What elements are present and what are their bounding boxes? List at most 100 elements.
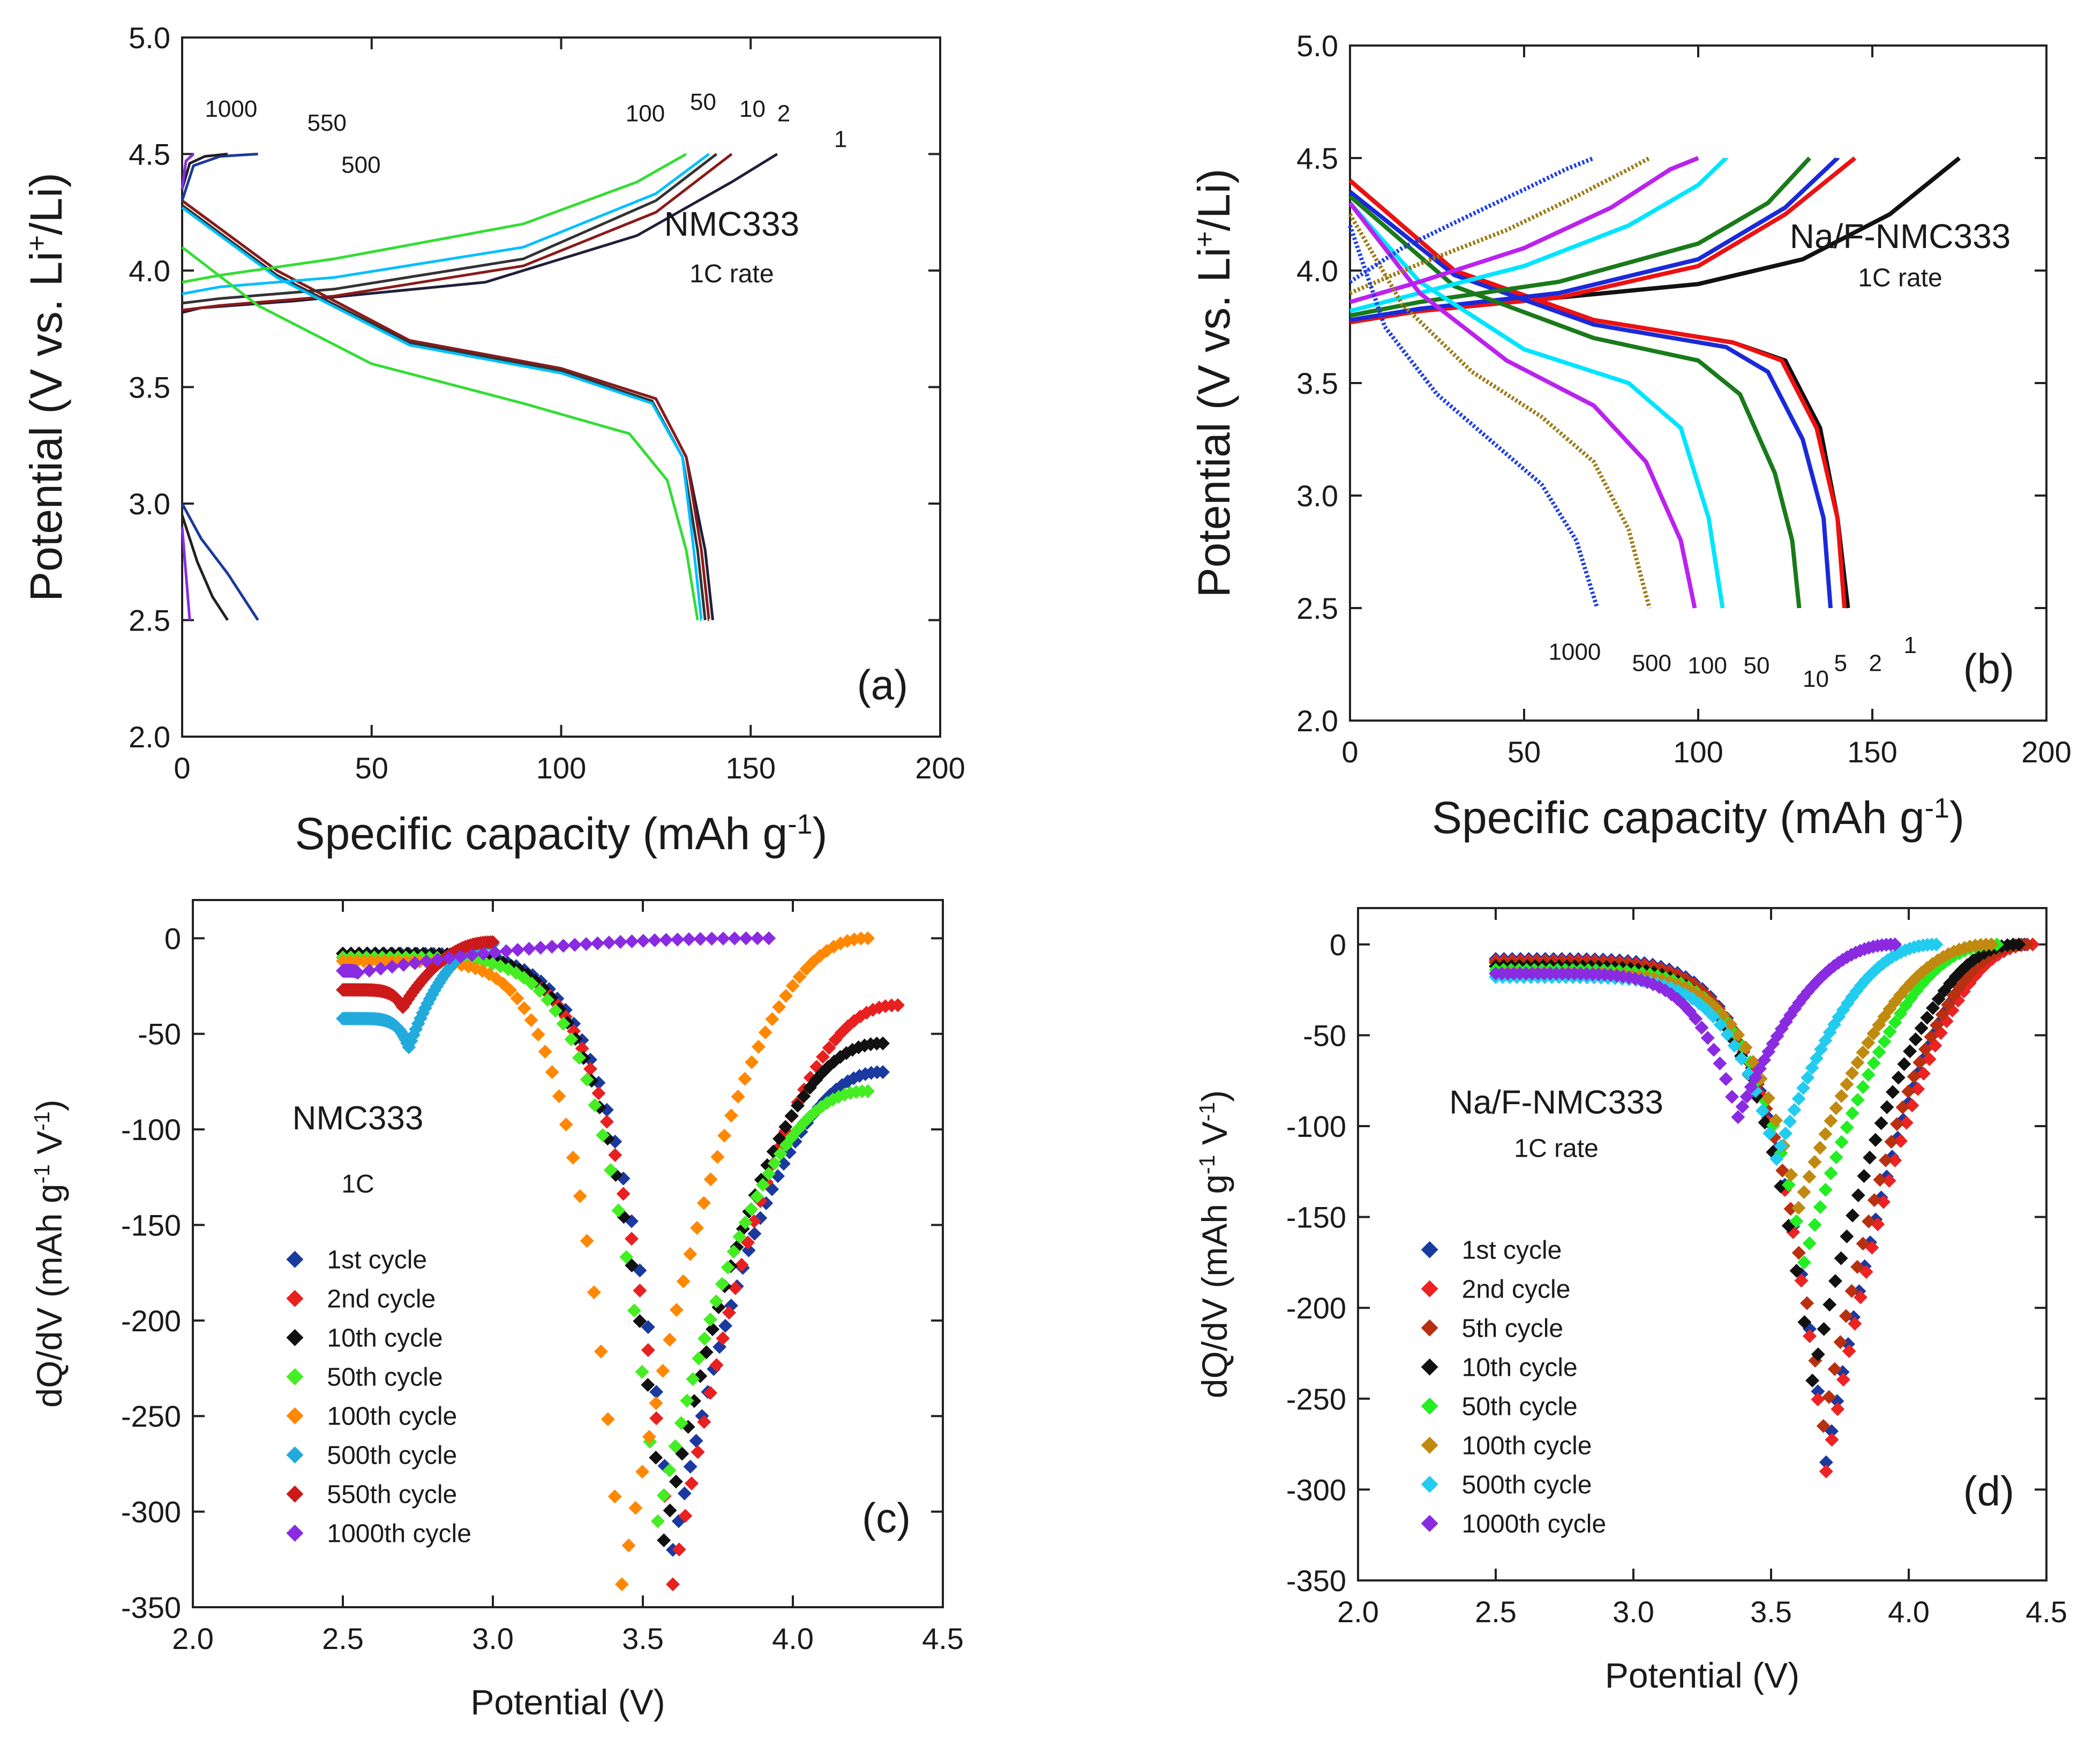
- chart-subtitle: 1C: [341, 1170, 374, 1198]
- data-point: [1867, 1193, 1881, 1208]
- data-point: [756, 1178, 770, 1192]
- y-tick-label: -100: [121, 1113, 181, 1146]
- y-tick-label: 2.5: [1296, 591, 1338, 625]
- y-tick-label: 4.0: [1296, 254, 1338, 288]
- data-point: [779, 1138, 793, 1152]
- data-point: [717, 1128, 732, 1143]
- y-tick-label: 3.0: [129, 487, 170, 521]
- data-point: [641, 1377, 655, 1392]
- data-point: [797, 1089, 811, 1104]
- data-point: [741, 1243, 756, 1257]
- panel-b: 0 50 100 150 2002.02.53.03.54.04.55.0(b)Na/F…: [1296, 29, 2072, 769]
- series-100-discharge: [1348, 201, 1697, 609]
- data-point: [1706, 1009, 1721, 1024]
- data-point: [1789, 1264, 1804, 1278]
- data-point: [1421, 1436, 1438, 1454]
- data-point: [591, 1086, 606, 1100]
- data-point: [614, 1577, 629, 1592]
- data-point: [732, 1230, 747, 1244]
- data-point: [603, 1163, 618, 1177]
- data-point: [559, 1118, 573, 1132]
- data-point: [532, 984, 547, 998]
- data-point: [1888, 937, 1902, 951]
- data-point: [778, 988, 793, 1003]
- data-point: [728, 1281, 742, 1295]
- data-point: [611, 1203, 626, 1218]
- data-point: [1762, 1126, 1777, 1141]
- legend-label: 100th cycle: [1462, 1432, 1592, 1460]
- data-point: [588, 1098, 602, 1112]
- series-1000-charge: [1348, 156, 1595, 284]
- data-point: [1850, 1055, 1865, 1070]
- data-point: [1891, 1070, 1906, 1085]
- data-point: [1833, 1335, 1848, 1350]
- data-point: [533, 940, 548, 955]
- data-point: [1817, 1322, 1831, 1336]
- data-point: [1935, 1007, 1949, 1022]
- data-point: [726, 1245, 741, 1259]
- data-point: [1856, 1080, 1870, 1094]
- data-point: [683, 1247, 698, 1261]
- data-point: [1880, 1100, 1894, 1114]
- data-point: [1791, 1246, 1806, 1260]
- data-point: [286, 1329, 304, 1346]
- data-point: [1783, 1114, 1797, 1129]
- data-point: [675, 1446, 689, 1461]
- data-point: [722, 1306, 736, 1320]
- data-point: [1802, 1329, 1817, 1343]
- data-point: [703, 1172, 718, 1187]
- legend-label: 50th cycle: [327, 1363, 442, 1392]
- data-point: [666, 1577, 680, 1592]
- x-tick-label: 100: [536, 751, 586, 785]
- data-point: [1802, 1236, 1817, 1250]
- data-point: [1905, 1098, 1919, 1113]
- data-point: [1863, 1150, 1877, 1165]
- data-point: [686, 1372, 700, 1386]
- data-point: [657, 1533, 671, 1548]
- y-tick-label: 4.5: [1296, 141, 1338, 175]
- data-point: [633, 1283, 647, 1298]
- data-point: [1839, 1309, 1853, 1323]
- data-point: [778, 1120, 793, 1134]
- series-50-discharge: [1348, 201, 1725, 609]
- data-point: [488, 945, 502, 960]
- legend-label: 1000th cycle: [1462, 1510, 1607, 1539]
- legend-label: 500th cycle: [327, 1442, 457, 1470]
- data-point: [1918, 1042, 1932, 1056]
- data-point: [583, 1062, 597, 1076]
- data-point: [750, 1189, 764, 1204]
- data-point: [1836, 1373, 1850, 1387]
- y-tick-label: 5.0: [1296, 29, 1338, 63]
- data-point: [1911, 1082, 1925, 1096]
- data-point: [706, 1322, 720, 1337]
- data-point: [1811, 1392, 1825, 1407]
- y-tick-label: 5.0: [129, 21, 170, 55]
- data-point: [792, 970, 807, 984]
- data-point: [1421, 1475, 1438, 1493]
- legend-label: 500th cycle: [1462, 1471, 1592, 1500]
- data-point: [773, 1146, 788, 1161]
- data-point: [1842, 1344, 1856, 1358]
- data-point: [608, 1148, 622, 1162]
- data-point: [286, 1485, 304, 1503]
- data-point: [751, 1039, 766, 1054]
- data-point: [1907, 1069, 1921, 1084]
- data-point: [1829, 1150, 1843, 1165]
- chart-subtitle: 1C rate: [1514, 1135, 1598, 1163]
- data-point: [649, 1450, 663, 1465]
- data-point: [396, 957, 411, 972]
- series-2-discharge: [1348, 178, 1847, 609]
- data-point: [1825, 1433, 1839, 1447]
- data-point: [1877, 1035, 1892, 1049]
- data-point: [710, 1150, 725, 1164]
- data-point: [1941, 998, 1955, 1012]
- legend-label: 100th cycle: [327, 1403, 457, 1431]
- data-point: [876, 1065, 890, 1080]
- series-2-charge: [1349, 156, 1857, 325]
- data-point: [362, 963, 377, 978]
- data-point: [1769, 1152, 1784, 1166]
- panel-letter: (d): [1963, 1467, 2014, 1515]
- data-point: [1890, 1117, 1904, 1131]
- chart-subtitle: 1C rate: [1858, 264, 1942, 292]
